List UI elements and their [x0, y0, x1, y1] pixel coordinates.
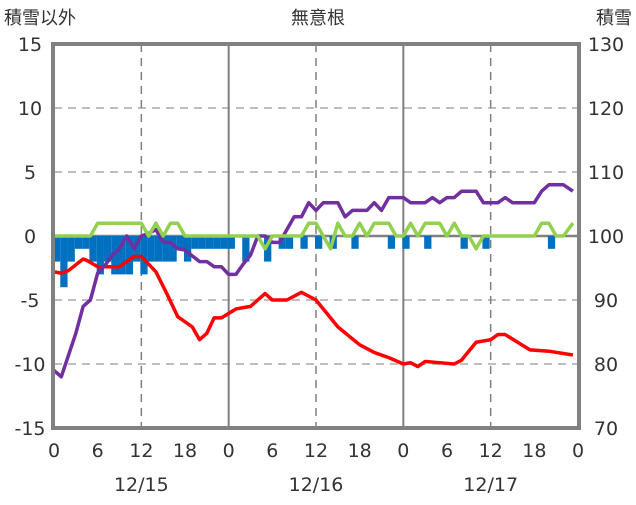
x-tick-label: 6 [266, 440, 278, 462]
blue-bar [482, 236, 490, 249]
x-tick-label: 0 [572, 440, 584, 462]
blue-bar [147, 236, 155, 262]
x-tick-label: 12 [304, 440, 328, 462]
x-tick-label: 0 [223, 440, 235, 462]
x-tick-label: 18 [348, 440, 372, 462]
x-tick-label: 6 [441, 440, 453, 462]
right-tick-label: 130 [588, 34, 624, 56]
blue-bar [154, 236, 163, 262]
blue-bar [460, 236, 468, 249]
blue-bar [424, 236, 432, 249]
left-tick-label: 10 [18, 98, 42, 120]
chart-title: 無意根 [291, 8, 345, 29]
blue-bar [140, 236, 148, 275]
blue-bar [162, 236, 170, 262]
x-tick-label: 18 [522, 440, 546, 462]
x-tick-label: 6 [92, 440, 104, 462]
blue-bar [125, 236, 134, 275]
blue-bar [387, 236, 396, 249]
blue-bar [242, 236, 250, 262]
plot-border [51, 42, 581, 430]
blue-bar [184, 236, 192, 262]
left-axis-title: 積雪以外 [4, 8, 76, 29]
right-axis-title: 積雪 [596, 8, 632, 29]
date-label: 12/16 [289, 474, 344, 496]
blue-bar [278, 236, 286, 249]
blue-bar [60, 236, 68, 288]
blue-bar [82, 236, 90, 249]
blue-bar [351, 236, 359, 249]
left-tick-label: -10 [14, 354, 45, 376]
blue-bar [133, 236, 141, 262]
blue-bar [547, 236, 556, 249]
blue-bar [213, 236, 221, 249]
blue-bars-group [53, 236, 556, 288]
x-tick-label: 12 [479, 440, 503, 462]
blue-bar [402, 236, 410, 249]
blue-bar [176, 236, 184, 249]
green-line [54, 221, 575, 251]
plot-frame [51, 42, 581, 430]
left-tick-label: -15 [14, 418, 45, 440]
blue-bar [315, 236, 323, 249]
right-tick-label: 70 [594, 418, 618, 440]
right-tick-label: 100 [588, 226, 624, 248]
blue-bar [103, 236, 112, 262]
right-tick-label: 120 [588, 98, 624, 120]
date-label: 12/15 [114, 474, 169, 496]
right-tick-label: 80 [594, 354, 618, 376]
blue-bar [53, 236, 61, 262]
left-tick-label: 0 [24, 226, 36, 248]
blue-bar [220, 236, 228, 249]
x-tick-label: 0 [397, 440, 409, 462]
left-tick-label: 5 [24, 162, 36, 184]
x-tick-label: 0 [48, 440, 60, 462]
x-tick-label: 18 [173, 440, 197, 462]
x-tick-label: 12 [129, 440, 153, 462]
blue-bar [300, 236, 308, 249]
blue-bar [285, 236, 294, 249]
purple-line [52, 183, 574, 379]
blue-bar [89, 236, 97, 262]
lines-group [52, 183, 575, 379]
left-tick-label: 15 [18, 34, 42, 56]
blue-bar [169, 236, 177, 262]
blue-bar [264, 236, 272, 262]
blue-bar [198, 236, 206, 249]
date-label: 12/17 [463, 474, 518, 496]
blue-bar [205, 236, 214, 249]
right-tick-label: 90 [594, 290, 618, 312]
left-tick-label: -5 [21, 290, 40, 312]
blue-bar [191, 236, 199, 249]
blue-bar [74, 236, 83, 249]
right-tick-label: 110 [588, 162, 624, 184]
red-line [53, 254, 574, 369]
blue-bar [67, 236, 75, 262]
blue-bar [227, 236, 235, 249]
blue-bar [96, 236, 104, 275]
blue-bar [118, 236, 126, 275]
